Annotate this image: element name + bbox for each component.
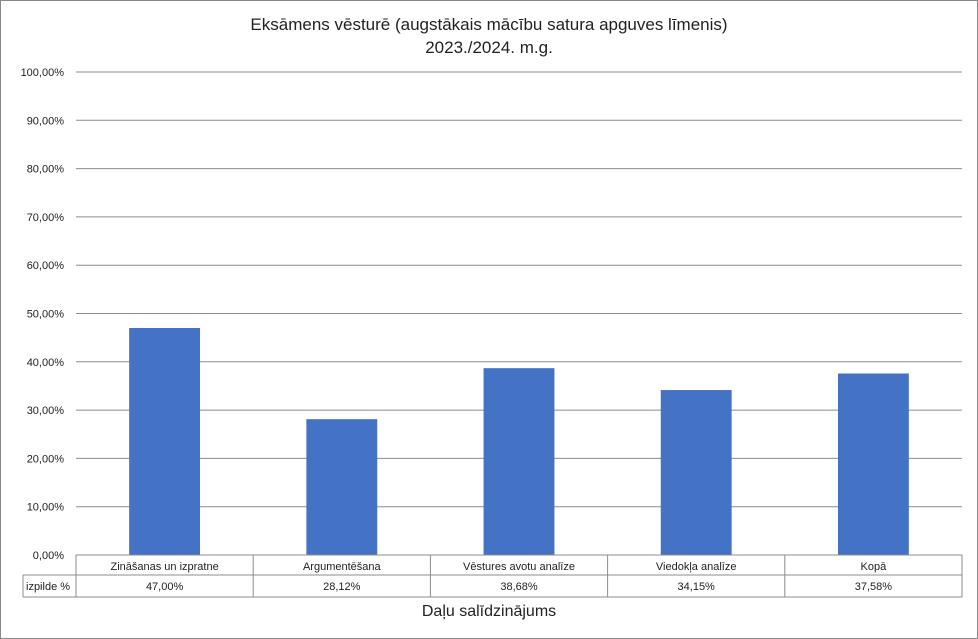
bar (660, 390, 732, 555)
chart-subtitle: 2023./2024. m.g. (425, 38, 553, 57)
data-label: 38,68% (500, 581, 538, 593)
data-label: 37,58% (855, 581, 893, 593)
y-tick-label: 30,00% (27, 405, 65, 417)
bar (129, 327, 201, 555)
y-tick-label: 90,00% (27, 115, 65, 127)
y-tick-label: 10,00% (27, 502, 65, 514)
data-label: 34,15% (678, 581, 716, 593)
bar (837, 373, 909, 555)
y-tick-label: 80,00% (27, 164, 65, 176)
y-tick-label: 40,00% (27, 357, 65, 369)
y-tick-label: 20,00% (27, 453, 65, 465)
category-label: Viedokļa analīze (656, 561, 737, 573)
chart-title: Eksāmens vēsturē (augstākais mācību satu… (250, 15, 728, 34)
y-tick-label: 60,00% (27, 260, 65, 272)
category-label: Vēstures avotu analīze (463, 561, 575, 573)
bar (483, 368, 555, 555)
y-tick-label: 0,00% (33, 550, 64, 562)
y-tick-label: 50,00% (27, 309, 65, 321)
y-tick-label: 70,00% (27, 212, 65, 224)
y-tick-label: 100,00% (21, 67, 65, 79)
data-label: 28,12% (323, 581, 361, 593)
x-axis-title: Daļu salīdzinājums (422, 603, 556, 620)
chart-title-block: Eksāmens vēsturē (augstākais mācību satu… (1, 13, 977, 59)
category-label: Argumentēšana (303, 561, 382, 573)
category-label: Zināšanas un izpratne (110, 561, 218, 573)
data-label: 47,00% (146, 581, 184, 593)
series-name-label: izpilde % (26, 581, 70, 593)
category-label: Kopā (861, 561, 888, 573)
bar (306, 419, 378, 555)
